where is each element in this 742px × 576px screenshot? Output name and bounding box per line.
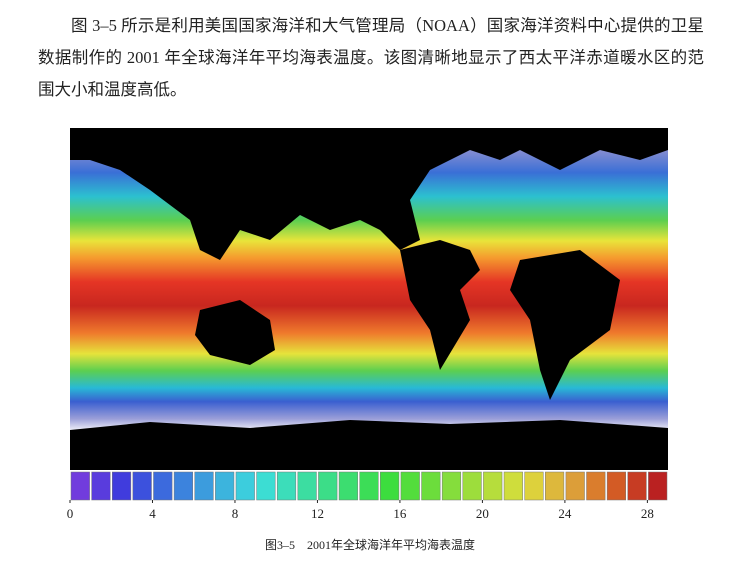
colorbar-swatch [132, 471, 152, 501]
colorbar-swatch [111, 471, 132, 501]
colorbar-swatch [153, 471, 173, 501]
colorbar-swatch [256, 471, 276, 501]
continents [70, 128, 668, 470]
colorbar-swatch [318, 471, 338, 501]
colorbar-tick-label: 24 [558, 506, 572, 521]
colorbar-swatch [215, 471, 235, 501]
colorbar: 0 4 8 12 16 20 24 28 [67, 471, 668, 521]
colorbar-swatch [338, 471, 358, 501]
colorbar-swatch [545, 471, 565, 501]
colorbar-swatch [297, 471, 317, 501]
colorbar-swatch [503, 471, 523, 501]
colorbar-tick-label: 8 [232, 506, 239, 521]
colorbar-swatch [648, 471, 668, 501]
colorbar-swatch [380, 471, 400, 501]
colorbar-tick-label: 16 [393, 506, 407, 521]
colorbar-swatch [70, 471, 90, 501]
colorbar-swatch [565, 471, 585, 501]
colorbar-swatch [441, 471, 462, 501]
colorbar-swatch [462, 471, 482, 501]
colorbar-swatch [483, 471, 503, 501]
colorbar-swatch [173, 471, 193, 501]
figure-caption: 图3–5 2001年全球海洋年平均海表温度 [265, 537, 475, 552]
colorbar-swatch [359, 471, 379, 501]
colorbar-swatch [586, 471, 606, 501]
paragraph: 图 3–5 所示是利用美国国家海洋和大气管理局（NOAA）国家海洋资料中心提供的… [38, 16, 704, 99]
colorbar-tick-label: 28 [641, 506, 654, 521]
colorbar-tick-label: 4 [149, 506, 156, 521]
colorbar-swatch [400, 471, 420, 501]
colorbar-swatch [194, 471, 214, 501]
colorbar-swatch [421, 471, 441, 501]
colorbar-swatch [627, 471, 647, 501]
colorbar-swatch [235, 471, 255, 501]
colorbar-tick-label: 20 [476, 506, 489, 521]
colorbar-tick-label: 12 [311, 506, 324, 521]
colorbar-swatch [606, 471, 627, 501]
colorbar-swatch [524, 471, 544, 501]
colorbar-swatch [91, 471, 111, 501]
colorbar-tick-label: 0 [67, 506, 74, 521]
colorbar-swatch [276, 471, 297, 501]
